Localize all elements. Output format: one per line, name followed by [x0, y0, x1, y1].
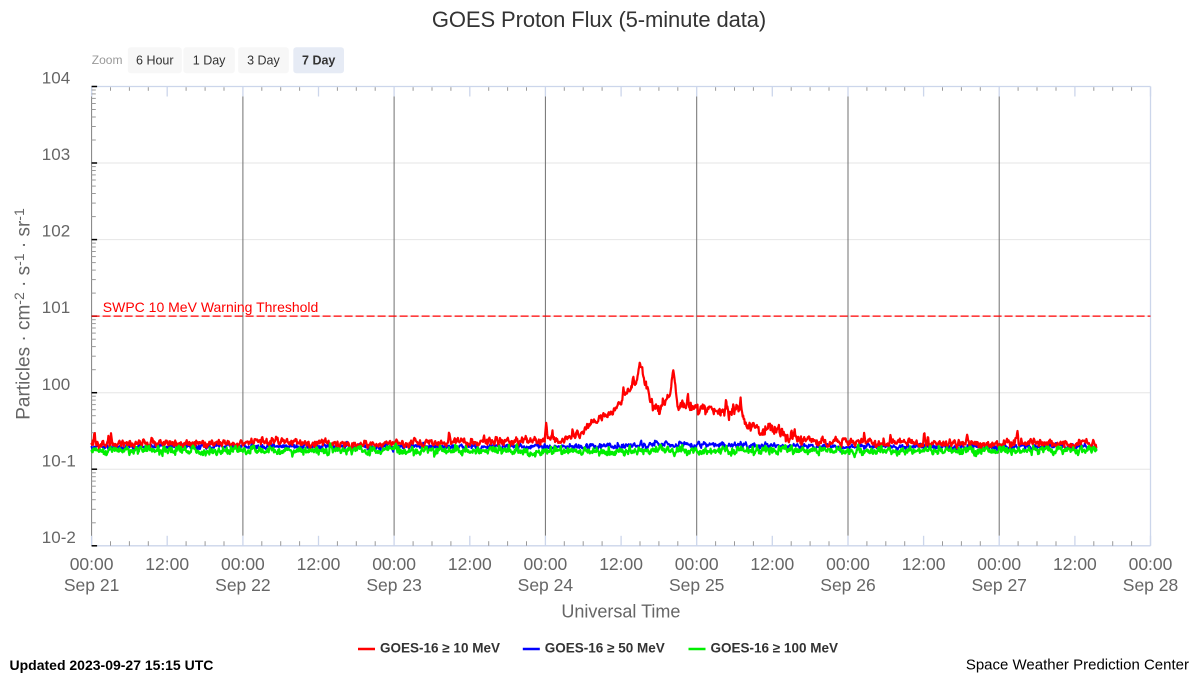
svg-text:102: 102 [42, 222, 70, 241]
svg-text:GOES-16 ≥ 10 MeV: GOES-16 ≥ 10 MeV [380, 641, 500, 656]
svg-text:Sep 28: Sep 28 [1123, 575, 1178, 595]
svg-text:GOES-16 ≥ 100 MeV: GOES-16 ≥ 100 MeV [711, 641, 838, 656]
svg-text:00:00: 00:00 [70, 554, 114, 574]
svg-text:00:00: 00:00 [675, 554, 719, 574]
svg-text:10-1: 10-1 [42, 451, 76, 470]
svg-text:7 Day: 7 Day [302, 53, 335, 67]
svg-text:00:00: 00:00 [221, 554, 265, 574]
svg-text:12:00: 12:00 [297, 554, 341, 574]
svg-text:Particles · cm-2 · s-1 · sr-1: Particles · cm-2 · s-1 · sr-1 [11, 208, 35, 420]
svg-text:12:00: 12:00 [145, 554, 189, 574]
svg-text:6 Hour: 6 Hour [136, 53, 174, 67]
svg-text:Sep 21: Sep 21 [64, 575, 119, 595]
svg-text:Updated 2023-09-27 15:15 UTC: Updated 2023-09-27 15:15 UTC [10, 657, 214, 673]
svg-text:Sep 27: Sep 27 [971, 575, 1026, 595]
svg-text:1 Day: 1 Day [193, 53, 226, 67]
svg-text:Zoom: Zoom [92, 53, 123, 67]
svg-text:101: 101 [42, 298, 70, 317]
svg-text:00:00: 00:00 [1129, 554, 1173, 574]
svg-text:GOES-16 ≥ 50 MeV: GOES-16 ≥ 50 MeV [545, 641, 665, 656]
svg-text:Universal Time: Universal Time [561, 601, 680, 621]
svg-text:Space Weather Prediction Cente: Space Weather Prediction Center [966, 657, 1189, 674]
svg-text:104: 104 [42, 69, 70, 88]
svg-text:12:00: 12:00 [902, 554, 946, 574]
svg-text:00:00: 00:00 [826, 554, 870, 574]
svg-text:00:00: 00:00 [524, 554, 568, 574]
svg-text:Sep 25: Sep 25 [669, 575, 724, 595]
svg-text:00:00: 00:00 [977, 554, 1021, 574]
svg-text:00:00: 00:00 [372, 554, 416, 574]
svg-text:12:00: 12:00 [750, 554, 794, 574]
svg-text:3 Day: 3 Day [247, 53, 280, 67]
svg-text:103: 103 [42, 145, 70, 164]
svg-text:100: 100 [42, 375, 70, 394]
svg-text:Sep 24: Sep 24 [518, 575, 574, 595]
svg-text:Sep 23: Sep 23 [366, 575, 421, 595]
svg-text:12:00: 12:00 [599, 554, 643, 574]
svg-text:12:00: 12:00 [448, 554, 492, 574]
svg-text:SWPC 10 MeV Warning Threshold: SWPC 10 MeV Warning Threshold [103, 299, 319, 315]
svg-text:GOES Proton Flux (5-minute dat: GOES Proton Flux (5-minute data) [432, 7, 766, 32]
svg-text:Sep 26: Sep 26 [820, 575, 875, 595]
svg-text:10-2: 10-2 [42, 528, 76, 547]
svg-text:12:00: 12:00 [1053, 554, 1097, 574]
svg-text:Sep 22: Sep 22 [215, 575, 270, 595]
